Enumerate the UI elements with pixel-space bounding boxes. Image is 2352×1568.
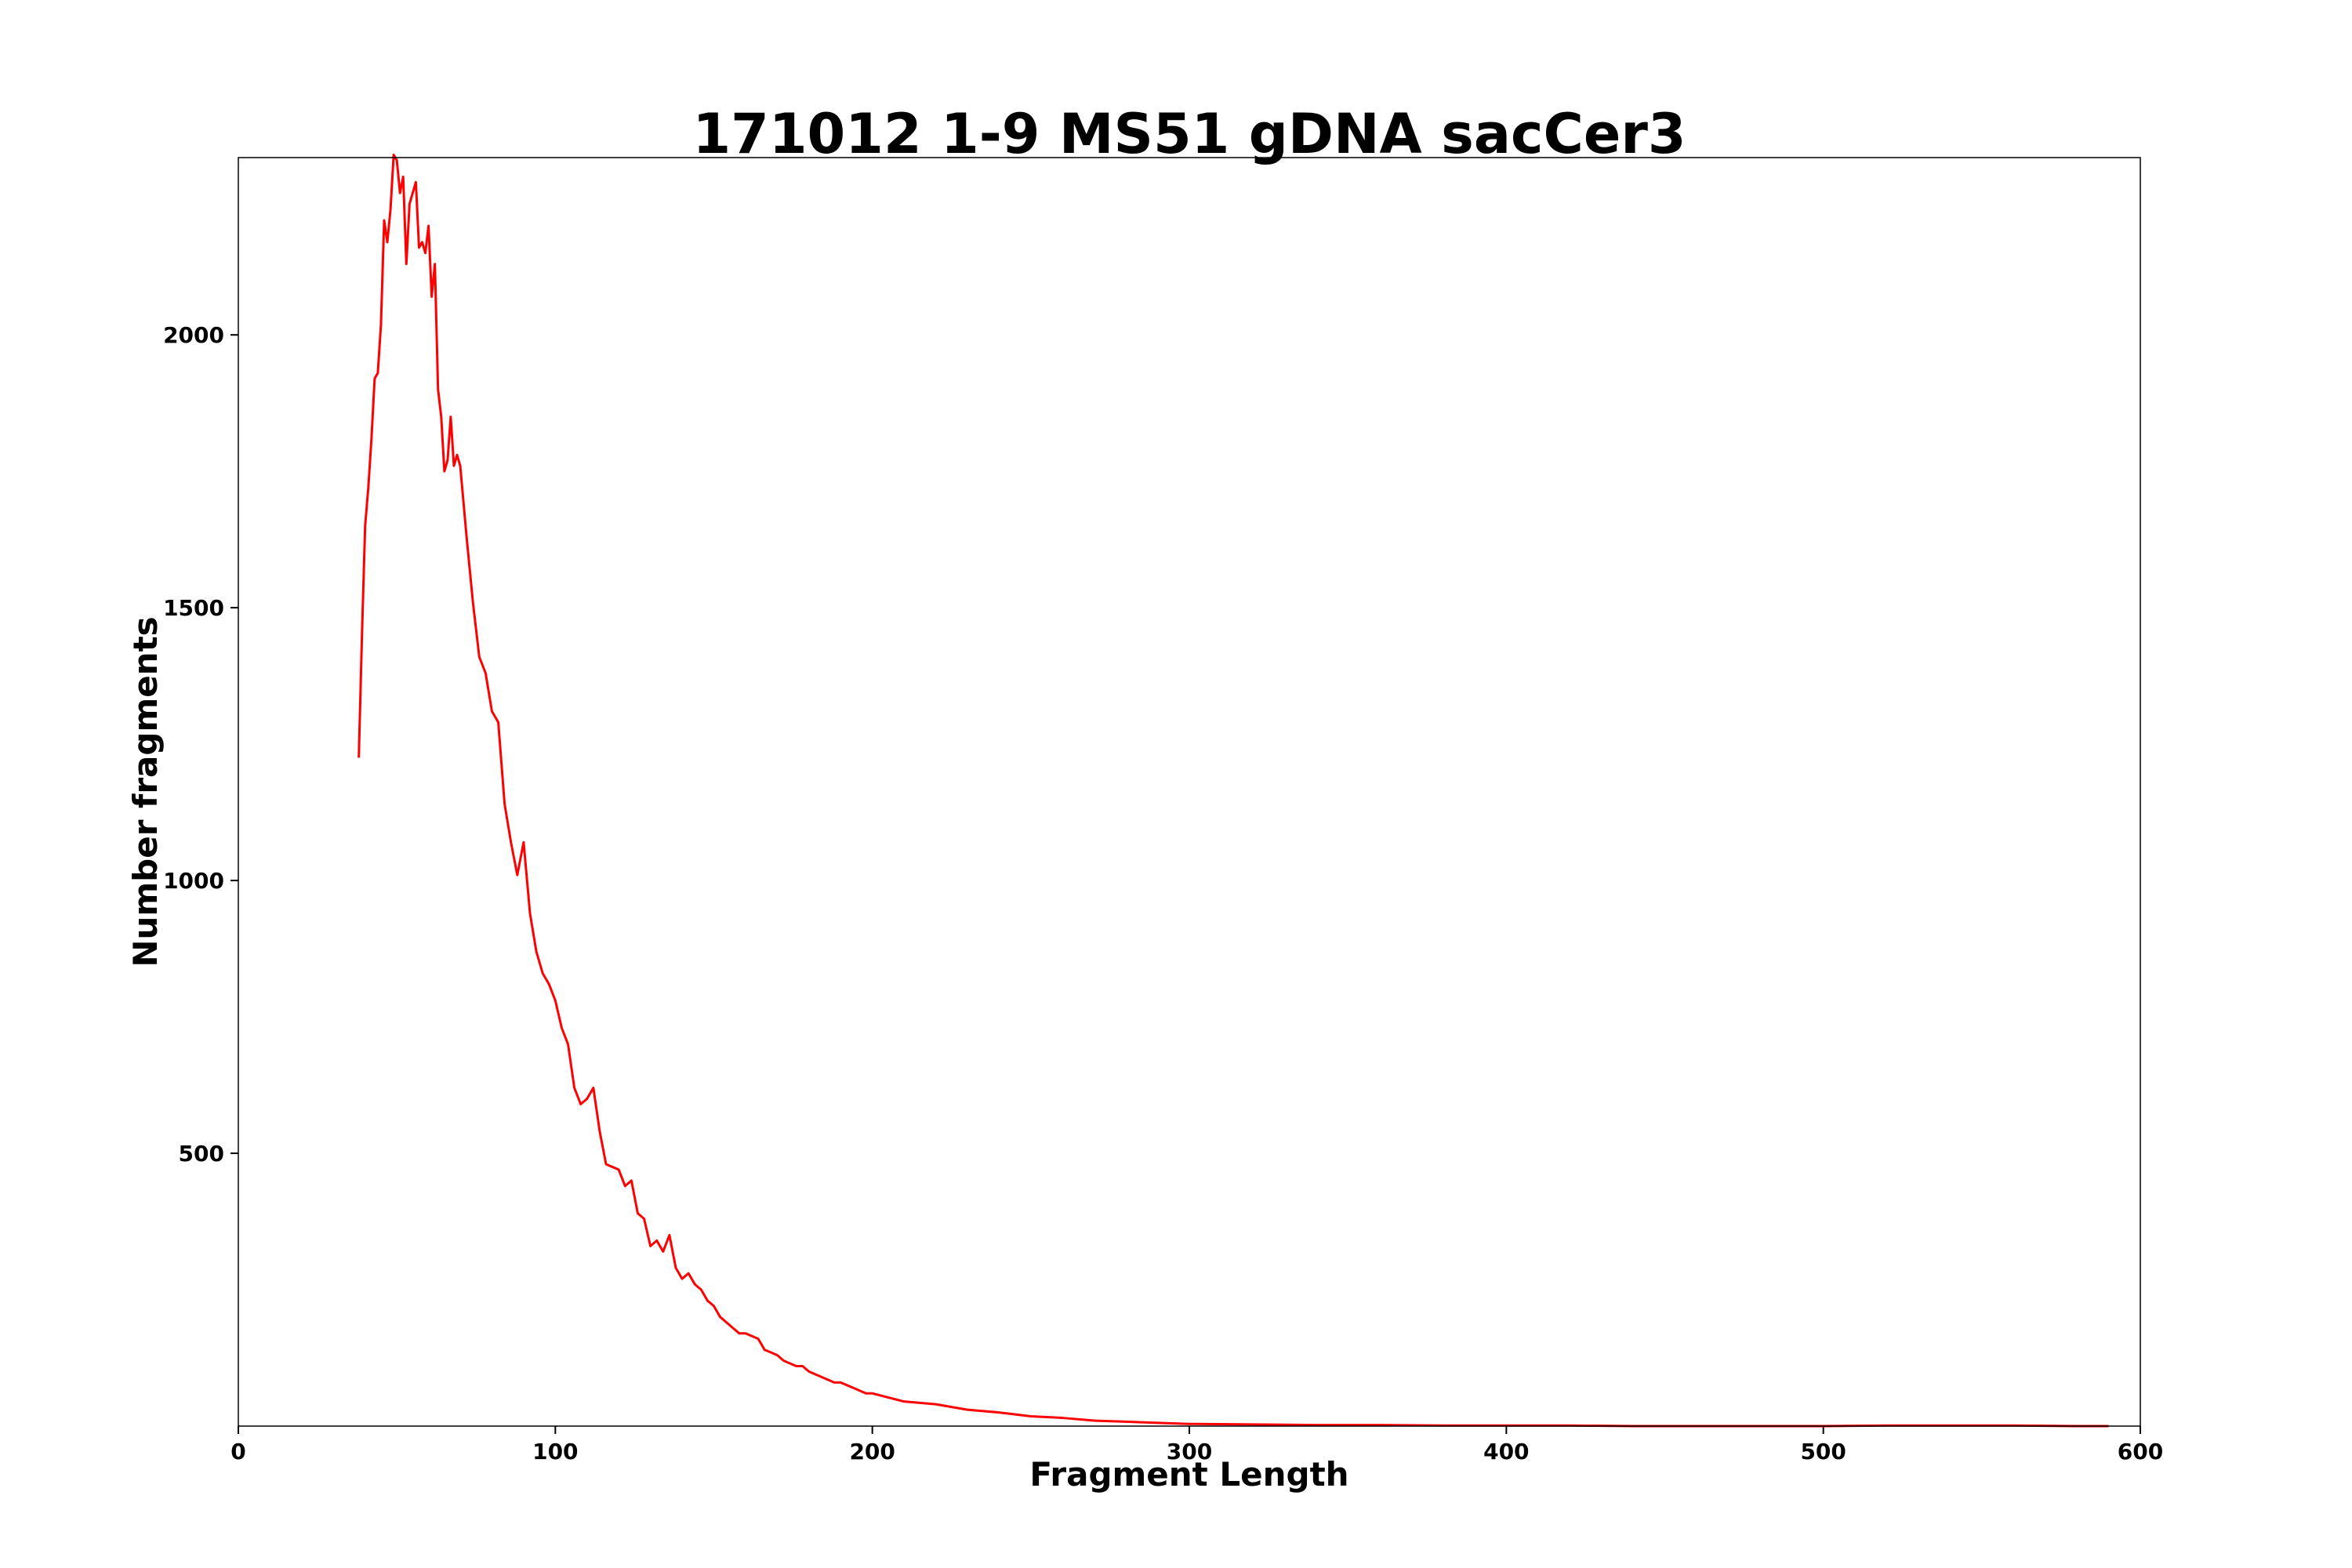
y-tick-label: 1500: [163, 595, 224, 621]
x-tick-label: 500: [1800, 1439, 1846, 1465]
y-axis-label: Number fragments: [126, 616, 165, 967]
y-tick-label: 2000: [163, 322, 224, 348]
y-tick-label: 500: [179, 1141, 224, 1167]
chart-title: 171012 1-9 MS51 gDNA sacCer3: [692, 102, 1686, 166]
x-tick-label: 200: [849, 1439, 895, 1465]
x-tick-label: 300: [1167, 1439, 1212, 1465]
x-tick-label: 600: [2118, 1439, 2163, 1465]
plot-frame: [238, 157, 2141, 1427]
x-tick-label: 100: [532, 1439, 578, 1465]
y-tick-label: 1000: [163, 868, 224, 894]
data-line: [358, 154, 2109, 1428]
x-axis-label: Fragment Length: [1029, 1455, 1348, 1494]
x-tick-label: 0: [230, 1439, 245, 1465]
x-tick-label: 400: [1483, 1439, 1529, 1465]
